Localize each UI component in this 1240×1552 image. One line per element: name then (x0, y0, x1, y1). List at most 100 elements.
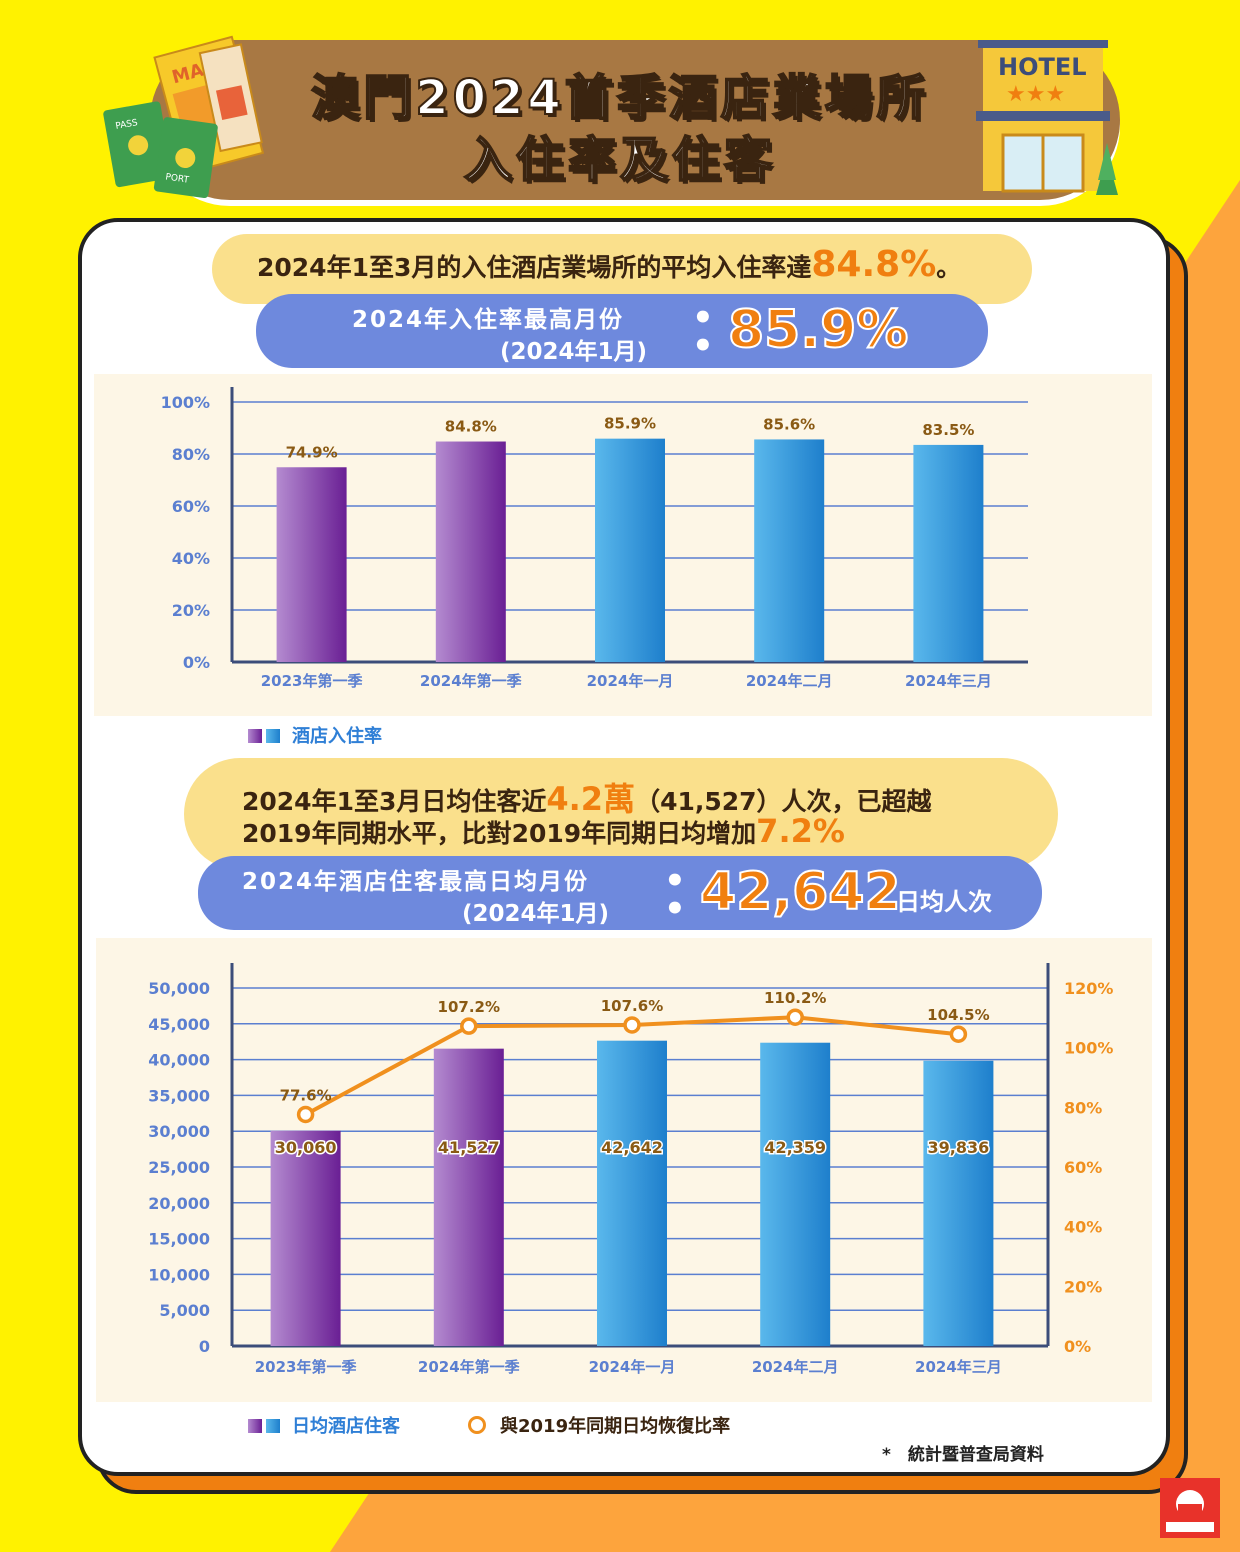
y2-tick-label: 40% (1064, 1218, 1102, 1237)
x-tick-label: 2024年三月 (915, 1358, 1002, 1376)
guests-headline-pill (184, 758, 1058, 870)
x-tick-label: 2024年一月 (589, 1358, 676, 1376)
bar-data-label: 83.5% (922, 421, 974, 439)
occupancy-headline-prefix: 2024年1至3月的入住酒店業場所的平均入住率達 (257, 253, 812, 282)
legend-purple-swatch (248, 729, 262, 743)
bar (270, 1130, 341, 1346)
bar-data-label: 41,527 (438, 1138, 500, 1157)
hotel-stars: ★★★ (1006, 82, 1065, 107)
recovery-point (786, 1008, 804, 1026)
guests-legend-line: 與2019年同期日均恢復比率 (468, 1412, 730, 1438)
guests-legend-bar-label: 日均酒店住客 (292, 1416, 400, 1437)
y-tick-label: 45,000 (148, 1015, 210, 1034)
x-tick-label: 2024年第一季 (418, 1358, 520, 1376)
header-banner (150, 40, 1120, 200)
bar (913, 444, 984, 662)
y-tick-label: 25,000 (148, 1158, 210, 1177)
bar (754, 439, 825, 662)
y-tick-label: 15,000 (148, 1230, 210, 1249)
page-title-line1: 澳門2024首季酒店業場所 (310, 69, 929, 127)
x-tick-label: 2023年第一季 (261, 672, 363, 690)
hotel-sign: HOTEL (998, 53, 1087, 81)
x-tick-label: 2024年三月 (905, 672, 992, 690)
guests-peak-label-line1: 2024年酒店住客最高日均月份 (242, 869, 590, 895)
y2-tick-label: 60% (1064, 1158, 1102, 1177)
y-tick-label: 100% (161, 393, 210, 412)
y-tick-label: 35,000 (148, 1086, 210, 1105)
occupancy-headline-suffix: 。 (936, 253, 962, 282)
bar (923, 1060, 994, 1346)
y-tick-label: 30,000 (148, 1122, 210, 1141)
bar-data-label: 42,642 (601, 1138, 663, 1157)
bar-data-label: 42,359 (764, 1138, 826, 1157)
bar-data-label: 30,060 (275, 1138, 337, 1157)
recovery-data-label: 104.5% (927, 1006, 989, 1024)
y-tick-label: 20,000 (148, 1194, 210, 1213)
recovery-point (623, 1016, 641, 1034)
y-tick-label: 50,000 (148, 979, 210, 998)
occupancy-peak-label-line2: (2024年1月) (500, 339, 648, 365)
y2-tick-label: 120% (1064, 979, 1113, 998)
y2-tick-label: 80% (1064, 1098, 1102, 1117)
y2-tick-label: 100% (1064, 1039, 1113, 1058)
bar-data-label: 74.9% (286, 443, 338, 461)
guests-peak-label-line2: (2024年1月) (462, 901, 610, 927)
passport-label-2: PORT (165, 172, 190, 185)
y2-tick-label: 20% (1064, 1277, 1102, 1296)
guests-peak-pill (198, 856, 1042, 930)
bar (433, 1048, 504, 1346)
bar-data-label: 84.8% (445, 418, 497, 436)
occupancy-headline-pill (212, 234, 1032, 304)
guests-headline-line1: 2024年1至3月日均住客近4.2萬（41,527）人次，已超越 (242, 774, 932, 820)
main-card: 2024年1至3月的入住酒店業場所的平均入住率達84.8%。 2024年入住率最… (78, 218, 1170, 1476)
guests-peak-unit: 日均人次 (896, 888, 992, 916)
recovery-point (460, 1017, 478, 1035)
x-tick-label: 2024年一月 (587, 672, 674, 690)
y-tick-label: 5,000 (159, 1301, 210, 1320)
x-tick-label: 2024年二月 (746, 672, 833, 690)
guests-headline-line2-value: 7.2% (756, 812, 845, 850)
recovery-point (296, 1105, 315, 1124)
recovery-data-label: 107.6% (601, 997, 663, 1015)
legend-blue-swatch (266, 729, 280, 743)
y2-tick-label: 0% (1064, 1337, 1091, 1356)
bar-data-label: 39,836 (928, 1138, 990, 1157)
guests-peak-value: 42,642 (699, 861, 902, 923)
recovery-point (949, 1025, 968, 1043)
y-tick-label: 80% (172, 445, 210, 464)
bar-data-label: 85.9% (604, 415, 656, 433)
y-tick-label: 40% (172, 549, 210, 568)
occupancy-legend: 酒店入住率 (248, 722, 382, 748)
occupancy-chart: 0% 20% 40% 60% 80% 100% 74.9% 2023年第一季 84.8% 2024… (161, 387, 1028, 690)
x-tick-label: 2024年二月 (752, 1358, 839, 1376)
bar (276, 467, 347, 662)
y-tick-label: 40,000 (148, 1051, 210, 1070)
occupancy-headline: 2024年1至3月的入住酒店業場所的平均入住率達84.8%。 (257, 244, 961, 285)
bar (597, 1040, 667, 1346)
legend-blue-swatch-2 (266, 1419, 280, 1433)
y-tick-label: 60% (172, 497, 210, 516)
colon-mark-2: • • (664, 861, 686, 929)
map-passport-icon: MAP PASS PORT (103, 35, 265, 199)
y-tick-label: 20% (172, 601, 210, 620)
legend-circle-icon (468, 1416, 486, 1434)
guests-headline-line1-value: 4.2萬 (546, 780, 636, 818)
guests-headline-line2-prefix: 2019年同期水平，比對2019年同期日均增加 (242, 819, 757, 848)
guests-headline-line2: 2019年同期水平，比對2019年同期日均增加7.2% (242, 812, 845, 850)
page-title-line2: 入住率及住客 (463, 131, 776, 189)
x-tick-label: 2023年第一季 (255, 1358, 357, 1376)
legend-purple-swatch-2 (248, 1419, 262, 1433)
bar (595, 438, 665, 662)
guests-headline-line1-prefix: 2024年1至3月日均住客近 (242, 787, 547, 816)
recovery-data-label: 110.2% (764, 989, 826, 1007)
colon-mark: • • (692, 298, 714, 366)
source-note: * 統計暨普查局資料 (882, 1445, 1044, 1465)
recovery-data-label: 77.6% (280, 1086, 332, 1104)
bar-data-label: 85.6% (763, 415, 815, 433)
y-tick-label: 0 (199, 1337, 210, 1356)
occupancy-peak-label-line1: 2024年入住率最高月份 (352, 307, 625, 333)
bar (760, 1042, 831, 1346)
x-tick-label: 2024年第一季 (420, 672, 522, 690)
guests-legend-line-label: 與2019年同期日均恢復比率 (500, 1416, 731, 1437)
passport-label-1: PASS (115, 118, 139, 132)
